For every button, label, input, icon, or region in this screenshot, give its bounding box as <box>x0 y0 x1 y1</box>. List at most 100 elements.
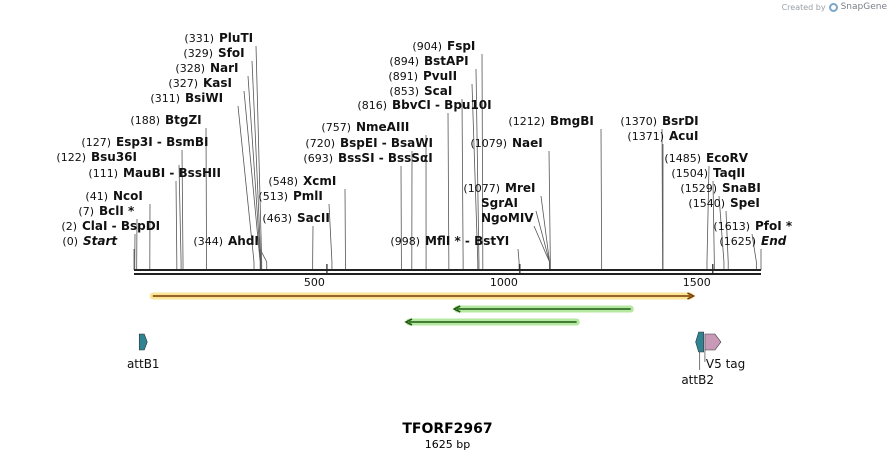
site-connector-line <box>706 165 710 270</box>
site-position-label: (328) <box>175 62 205 75</box>
restriction-site[interactable]: (1485) EcoRV <box>664 151 748 165</box>
site-enzyme-label: Bsu36I <box>91 150 137 164</box>
site-enzyme-label: SgrAI <box>481 196 518 210</box>
snapgene-logo-icon <box>828 2 838 12</box>
orf-arrow[interactable] <box>404 318 580 326</box>
site-enzyme-label: Esp3I - BsmBI <box>116 135 208 149</box>
restriction-site[interactable]: (2) ClaI - BspDI <box>61 219 160 233</box>
site-position-label: (1540) <box>688 197 725 210</box>
restriction-site[interactable]: (1625) End <box>719 234 786 248</box>
restriction-site[interactable]: (111) MauBI - BssHII <box>88 166 221 180</box>
restriction-site[interactable]: (331) PluTI <box>184 31 253 45</box>
site-connector-line <box>533 225 550 270</box>
site-connector-line <box>175 180 178 270</box>
site-enzyme-label: PfoI * <box>755 219 793 233</box>
restriction-site[interactable]: (998) MflI * - BstYI <box>390 234 509 248</box>
restriction-site[interactable]: (1613) PfoI * <box>713 219 792 233</box>
orf-arrow[interactable] <box>149 292 696 300</box>
site-position-label: (853) <box>389 85 419 98</box>
site-connector-line <box>475 68 480 270</box>
ruler-tick-label: 1500 <box>683 276 711 289</box>
restriction-site[interactable]: (327) KasI <box>168 76 232 90</box>
feature-shape <box>138 333 148 351</box>
site-lines <box>133 45 762 270</box>
site-connector-line <box>471 83 479 270</box>
site-enzyme-label: PmlI <box>293 189 323 203</box>
site-position-label: (329) <box>183 47 213 60</box>
site-position-label: (1504) <box>671 167 708 180</box>
restriction-site[interactable]: (127) Esp3I - BsmBI <box>81 135 208 149</box>
site-position-label: (1079) <box>470 137 507 150</box>
restriction-site[interactable]: (463) SacII <box>262 211 329 225</box>
site-connector-line <box>725 210 729 270</box>
restriction-site[interactable]: (1079) NaeI <box>470 136 542 150</box>
orf-arrow[interactable] <box>452 305 634 313</box>
restriction-site[interactable]: NgoMIV <box>481 211 534 225</box>
site-enzyme-label: NmeAIII <box>356 120 409 134</box>
restriction-site[interactable]: (1540) SpeI <box>688 196 759 210</box>
site-connector-line <box>481 53 484 270</box>
restriction-site[interactable]: (904) FspI <box>412 39 475 53</box>
site-position-label: (188) <box>130 114 160 127</box>
site-connector-line <box>461 98 464 270</box>
feature-attb2[interactable]: attB2 <box>681 331 714 387</box>
site-position-label: (513) <box>258 190 288 203</box>
site-position-label: (1613) <box>713 220 750 233</box>
site-labels: (0) Start (2) ClaI - BspDI(7) BclI *(41) NcoI… <box>56 31 792 248</box>
sequence-backbone <box>134 269 761 275</box>
restriction-site[interactable]: (1371) AcuI <box>627 129 698 143</box>
site-enzyme-label: MflI * - BstYI <box>425 234 509 248</box>
restriction-site[interactable]: (1529) SnaBI <box>680 181 760 195</box>
feature-elements: attB1 attB2 V5 tag <box>127 331 745 387</box>
site-enzyme-label: BmgBI <box>550 114 594 128</box>
orf-arrowhead <box>404 318 413 326</box>
site-position-label: (111) <box>88 167 118 180</box>
restriction-site[interactable]: (344) AhdI <box>193 234 258 248</box>
restriction-site[interactable]: (548) XcmI <box>268 174 336 188</box>
orf-arrowhead <box>687 292 696 300</box>
restriction-site[interactable]: (41) NcoI <box>85 189 142 203</box>
map-title: TFORF2967 <box>402 421 493 437</box>
restriction-site[interactable]: (7) BclI * <box>78 204 135 218</box>
restriction-site[interactable]: (188) BtgZI <box>130 113 201 127</box>
restriction-site[interactable]: (1370) BsrDI <box>620 114 698 128</box>
restriction-site[interactable]: (1212) BmgBI <box>508 114 593 128</box>
restriction-site[interactable]: SgrAI <box>481 196 518 210</box>
site-position-label: (1485) <box>664 152 701 165</box>
restriction-site[interactable]: (513) PmlI <box>258 189 322 203</box>
site-position-label: (1212) <box>508 115 545 128</box>
site-enzyme-label: BsrDI <box>662 114 699 128</box>
site-position-label: (891) <box>388 70 418 83</box>
restriction-site[interactable]: (720) BspEI - BsaWI <box>305 136 433 150</box>
restriction-site[interactable]: (311) BsiWI <box>150 91 223 105</box>
restriction-site[interactable]: (816) BbvCI - Bpu10I <box>357 98 491 112</box>
feature-attb1[interactable]: attB1 <box>127 333 160 371</box>
restriction-site[interactable]: (757) NmeAIII <box>321 120 409 134</box>
restriction-site[interactable]: (1077) MreI <box>463 181 535 195</box>
site-enzyme-label: AcuI <box>669 129 698 143</box>
restriction-site[interactable]: (853) ScaI <box>389 84 452 98</box>
site-connector-line <box>712 180 715 270</box>
site-enzyme-label: EcoRV <box>706 151 749 165</box>
site-position-label: (548) <box>268 175 298 188</box>
restriction-site[interactable]: (693) BssSI - BssSαI <box>303 151 432 165</box>
site-enzyme-label: AhdI <box>228 234 259 248</box>
restriction-site[interactable]: (891) PvuII <box>388 69 457 83</box>
site-position-label: (7) <box>78 205 94 218</box>
restriction-site[interactable]: (122) Bsu36I <box>56 150 137 164</box>
restriction-site[interactable]: (328) NarI <box>175 61 238 75</box>
site-position-label: (331) <box>184 32 214 45</box>
site-enzyme-label: ClaI - BspDI <box>82 219 160 233</box>
restriction-site[interactable]: (0) Start <box>62 234 118 248</box>
site-enzyme-label: SacII <box>297 211 330 225</box>
site-enzyme-label: MauBI - BssHII <box>123 166 221 180</box>
feature-label: V5 tag <box>706 357 745 371</box>
site-position-label: (311) <box>150 92 180 105</box>
restriction-site[interactable]: (894) BstAPI <box>389 54 468 68</box>
site-position-label: (2) <box>61 220 77 233</box>
feature-v5-tag[interactable]: V5 tag <box>704 333 745 371</box>
site-connector-line <box>205 127 207 270</box>
restriction-site[interactable]: (1504) TaqII <box>671 166 745 180</box>
restriction-site[interactable]: (329) SfoI <box>183 46 244 60</box>
